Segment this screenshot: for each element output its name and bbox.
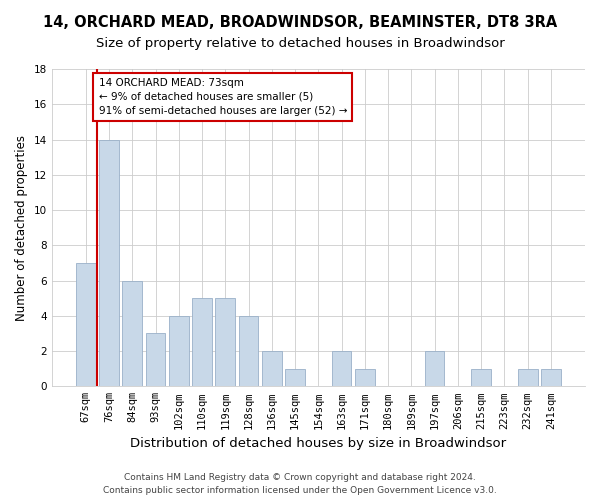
Bar — [285, 368, 305, 386]
Bar — [146, 334, 166, 386]
Y-axis label: Number of detached properties: Number of detached properties — [15, 134, 28, 320]
X-axis label: Distribution of detached houses by size in Broadwindsor: Distribution of detached houses by size … — [130, 437, 506, 450]
Bar — [518, 368, 538, 386]
Bar — [262, 351, 282, 386]
Bar — [76, 263, 95, 386]
Bar — [169, 316, 188, 386]
Bar — [215, 298, 235, 386]
Bar — [99, 140, 119, 386]
Bar — [332, 351, 352, 386]
Text: Contains HM Land Registry data © Crown copyright and database right 2024.
Contai: Contains HM Land Registry data © Crown c… — [103, 474, 497, 495]
Bar — [541, 368, 561, 386]
Text: 14 ORCHARD MEAD: 73sqm
← 9% of detached houses are smaller (5)
91% of semi-detac: 14 ORCHARD MEAD: 73sqm ← 9% of detached … — [98, 78, 347, 116]
Text: 14, ORCHARD MEAD, BROADWINDSOR, BEAMINSTER, DT8 3RA: 14, ORCHARD MEAD, BROADWINDSOR, BEAMINST… — [43, 15, 557, 30]
Bar — [122, 280, 142, 386]
Bar — [425, 351, 445, 386]
Bar — [355, 368, 375, 386]
Text: Size of property relative to detached houses in Broadwindsor: Size of property relative to detached ho… — [95, 38, 505, 51]
Bar — [192, 298, 212, 386]
Bar — [239, 316, 259, 386]
Bar — [471, 368, 491, 386]
